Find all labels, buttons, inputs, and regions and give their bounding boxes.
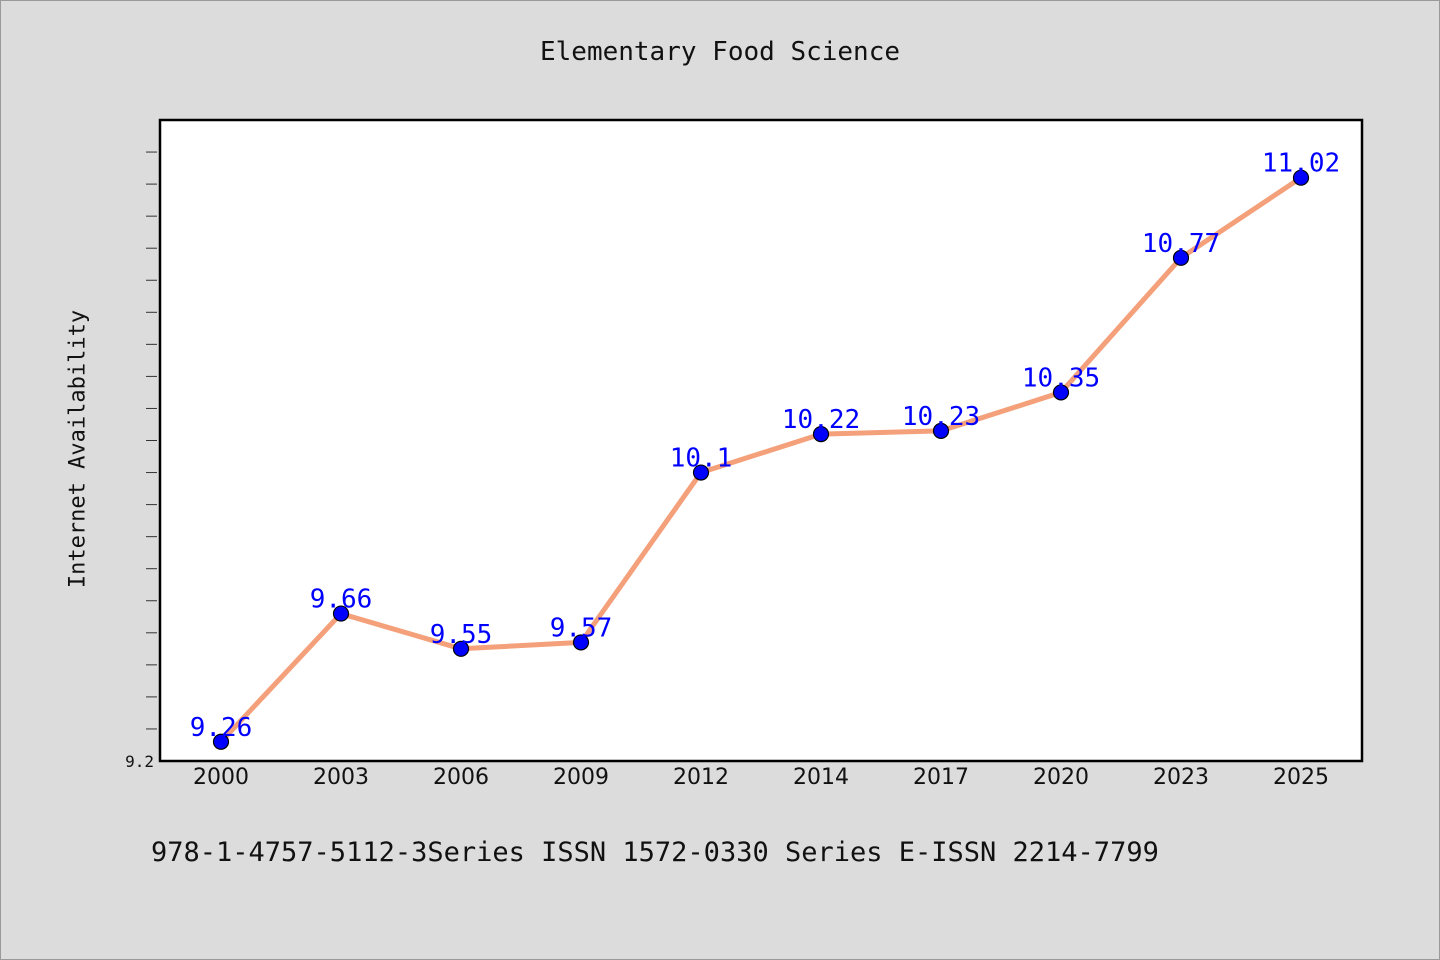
x-tick-label: 2023 (1153, 765, 1209, 790)
x-tick-label: 2009 (553, 765, 609, 790)
y-tick-labels: 9.2 (125, 752, 154, 771)
data-label: 9.55 (430, 620, 493, 650)
data-label: 9.26 (190, 713, 253, 743)
data-label: 11.02 (1262, 149, 1340, 179)
x-tick-label: 2006 (433, 765, 489, 790)
data-label: 9.66 (310, 585, 373, 615)
data-label: 10.23 (902, 402, 980, 432)
data-point (1292, 169, 1310, 186)
x-tick-label: 2020 (1033, 765, 1089, 790)
data-point (572, 634, 590, 651)
data-point (692, 464, 710, 481)
footer-isbn-text: 978-1-4757-5112-3Series ISSN 1572-0330 S… (151, 837, 1159, 868)
data-label: 10.1 (670, 444, 733, 474)
data-label: 10.22 (782, 405, 860, 435)
data-label: 10.35 (1022, 363, 1100, 393)
x-tick-label: 2017 (913, 765, 969, 790)
x-tick-label: 2000 (193, 765, 249, 790)
data-label: 9.57 (550, 613, 613, 643)
x-tick-label: 2012 (673, 765, 729, 790)
x-tick-label: 2014 (793, 765, 849, 790)
data-point (212, 733, 230, 750)
chart-title: Elementary Food Science (539, 37, 901, 67)
x-tick-label: 2003 (313, 765, 369, 790)
x-tick-labels: 2000 2003 2006 2009 2012 2014 2017 2020 2023 2025 (193, 765, 1329, 790)
data-point (1172, 249, 1190, 266)
y-tick-label: 9.2 (125, 752, 154, 771)
x-tick-label: 2025 (1273, 765, 1329, 790)
data-point (452, 640, 470, 657)
data-point (332, 605, 350, 622)
data-point (812, 425, 830, 443)
data-point (932, 422, 950, 439)
data-label: 10.77 (1142, 229, 1220, 259)
series-line (218, 175, 1304, 745)
series-markers (212, 169, 1310, 750)
y-minor-ticks (146, 151, 157, 730)
data-labels: 9.26 9.66 9.55 9.57 10.1 10.22 10.23 10.35 10.77… (190, 149, 1340, 743)
plot-area (158, 118, 1364, 763)
data-point (1052, 384, 1070, 401)
